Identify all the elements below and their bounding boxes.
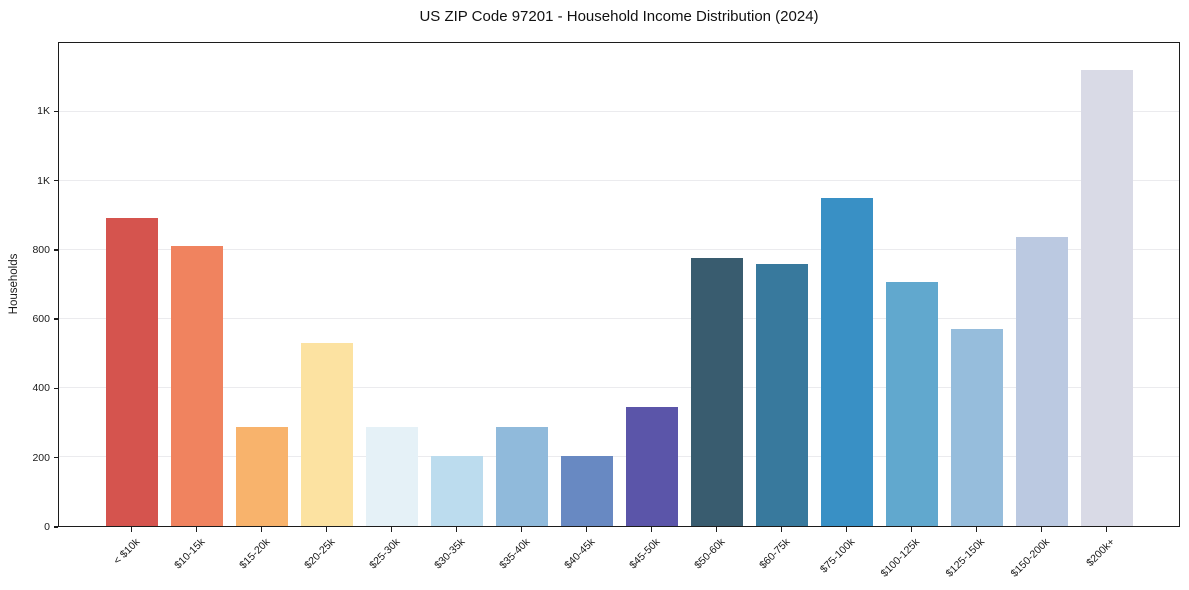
x-tick-mark (910, 527, 913, 532)
y-tick-mark (54, 179, 58, 182)
x-tick-mark (260, 527, 263, 532)
bar (235, 427, 288, 526)
y-tick-mark (54, 110, 58, 112)
gridline (59, 249, 1179, 250)
x-tick-label: $35-40k (496, 536, 532, 572)
bar (560, 456, 613, 526)
y-tick-label: 0 (44, 521, 50, 533)
x-tick-label: $15-20k (236, 536, 272, 572)
x-tick-mark (1040, 527, 1043, 532)
y-tick-label: 200 (32, 451, 50, 464)
y-tick-mark (54, 457, 58, 459)
bar (365, 426, 418, 526)
x-tick-label: $75-100k (817, 536, 857, 576)
x-tick-mark (130, 527, 133, 532)
x-tick-mark (975, 527, 978, 532)
y-tick-mark (54, 318, 58, 320)
y-tick-mark (54, 249, 58, 251)
bar (820, 198, 873, 526)
x-tick-label: $125-150k (943, 536, 987, 580)
gridline (59, 318, 1179, 319)
x-tick-mark (390, 527, 393, 532)
y-tick-label: 800 (32, 243, 50, 256)
x-tick-label: $20-25k (301, 536, 337, 572)
x-tick-mark (650, 527, 653, 532)
bar (1080, 69, 1133, 526)
y-tick-mark (54, 526, 58, 528)
chart-title: US ZIP Code 97201 - Household Income Dis… (419, 8, 819, 25)
bar (755, 263, 808, 526)
x-tick-mark (520, 527, 523, 532)
bar (105, 217, 158, 526)
bar (690, 257, 743, 526)
bar (495, 427, 548, 526)
x-tick-label: $50-60k (691, 536, 727, 572)
x-tick-label: $25-30k (366, 536, 402, 572)
y-tick-mark (54, 387, 58, 390)
x-tick-label: $150-200k (1008, 536, 1052, 580)
bar (1015, 236, 1068, 526)
bar (300, 343, 353, 526)
x-tick-mark (715, 527, 718, 532)
bar (950, 329, 1003, 526)
bar (430, 455, 483, 526)
x-tick-mark (845, 527, 848, 532)
x-tick-label: < $10k (110, 536, 142, 567)
x-tick-mark (585, 527, 588, 532)
bar (885, 282, 938, 526)
gridline (59, 387, 1179, 388)
gridline (59, 180, 1179, 181)
x-tick-mark (455, 527, 458, 532)
x-tick-mark (1105, 527, 1108, 532)
x-tick-mark (780, 527, 783, 532)
x-tick-label: $200k+ (1083, 536, 1117, 570)
x-tick-mark (325, 527, 328, 532)
y-tick-label: 400 (32, 382, 50, 395)
x-tick-label: $60-75k (756, 536, 792, 572)
x-tick-label: $100-125k (878, 536, 922, 580)
gridline (59, 456, 1179, 457)
y-tick-label: 1K (37, 174, 50, 187)
y-tick-label: 1K (37, 105, 50, 118)
x-tick-label: $40-45k (561, 536, 597, 572)
x-tick-label: $10-15k (171, 536, 207, 572)
gridline (59, 111, 1179, 112)
x-tick-mark (195, 527, 198, 532)
plot-area (58, 42, 1180, 527)
x-tick-label: $30-35k (431, 536, 467, 572)
y-axis-label: Households (8, 253, 20, 315)
x-tick-label: $45-50k (626, 536, 662, 572)
bar (625, 406, 678, 526)
y-tick-label: 600 (32, 313, 50, 326)
bar (170, 245, 223, 526)
